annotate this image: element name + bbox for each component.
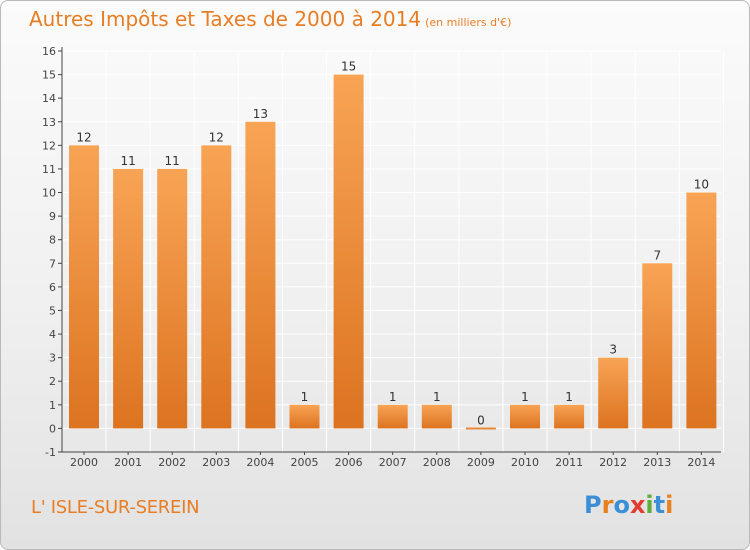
chart-title-unit: (en milliers d'€) [425,16,512,29]
bar [421,404,452,429]
y-tick-label: 8 [49,234,56,247]
logo-letter: t [653,491,666,519]
x-tick-label: 2009 [467,456,495,469]
data-label: 0 [477,413,485,427]
logo-letter: i [645,491,654,519]
y-tick-label: 11 [42,163,56,176]
logo-letter: P [584,491,602,519]
y-tick-label: 0 [49,422,56,435]
bar [289,404,320,429]
chart-title: Autres Impôts et Taxes de 2000 à 2014 (en… [29,7,511,31]
bar [686,192,717,429]
data-label: 1 [565,390,573,404]
bar [377,404,408,429]
bar [201,145,232,429]
y-tick-label: 2 [49,375,56,388]
axes [58,47,721,455]
bar [69,145,99,429]
y-tick-label: 10 [42,187,56,200]
x-tick-label: 2003 [202,456,230,469]
y-tick-label: 4 [49,328,56,341]
y-tick-label: 7 [49,257,56,270]
y-tick-label: 13 [42,116,56,129]
proxiti-logo[interactable]: Proxiti [584,491,673,519]
y-tick-label: 14 [42,92,56,105]
y-tick-label: 1 [49,399,56,412]
y-tick-label: 5 [49,304,56,317]
y-tick-label: 12 [42,139,56,152]
data-label: 7 [653,248,661,262]
bar [465,427,496,430]
bar [333,74,364,429]
y-tick-label: 16 [42,45,56,58]
data-label: 11 [165,154,180,168]
bar [245,121,276,429]
x-tick-label: 2000 [70,456,98,469]
logo-letter: o [613,491,630,519]
data-label: 1 [389,390,397,404]
x-tick-label: 2014 [687,456,715,469]
bar [157,168,188,429]
bars [69,74,717,430]
bar [510,404,540,429]
logo-letter: i [665,491,674,519]
data-label: 1 [521,390,529,404]
data-label: 15 [341,60,356,74]
y-tick-label: -1 [45,446,56,459]
logo-letter: r [601,491,614,519]
data-label: 13 [253,107,268,121]
data-label: 12 [76,130,91,144]
bar [554,404,585,429]
y-tick-label: 15 [42,69,56,82]
chart-title-main: Autres Impôts et Taxes de 2000 à 2014 [29,7,422,31]
labels: -101234567891011121314151612200011200111… [42,45,715,469]
bar [598,357,629,429]
logo-letter: x [629,491,646,519]
x-tick-label: 2011 [555,456,583,469]
bar [113,168,144,429]
x-tick-label: 2002 [158,456,186,469]
y-tick-label: 6 [49,281,56,294]
x-tick-label: 2007 [379,456,407,469]
commune-name: L' ISLE-SUR-SEREIN [31,497,200,518]
data-label: 1 [433,390,441,404]
x-tick-label: 2006 [335,456,363,469]
bar [642,263,673,429]
data-label: 12 [209,130,224,144]
data-label: 10 [694,178,709,192]
data-label: 1 [301,390,309,404]
x-tick-label: 2013 [643,456,671,469]
x-tick-label: 2012 [599,456,627,469]
data-label: 11 [120,154,135,168]
x-tick-label: 2004 [246,456,274,469]
y-tick-label: 9 [49,210,56,223]
x-tick-label: 2008 [423,456,451,469]
x-tick-label: 2010 [511,456,539,469]
data-label: 3 [609,343,617,357]
x-tick-label: 2001 [114,456,142,469]
x-tick-label: 2005 [291,456,319,469]
y-tick-label: 3 [49,352,56,365]
